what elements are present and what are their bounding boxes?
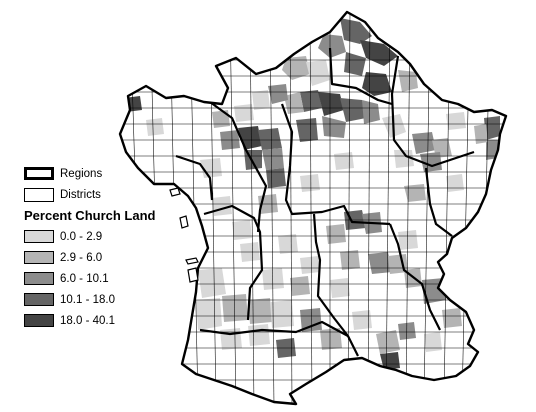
legend-classes: 0.0 - 2.9 2.9 - 6.0 6.0 - 10.1 10.1 - 18… <box>24 226 214 331</box>
ile-de-noirmoutier <box>179 215 189 229</box>
ile-de-re <box>185 257 199 265</box>
region-boundaries <box>175 47 475 357</box>
legend-regions-row: Regions <box>24 163 214 184</box>
legend-class-label: 18.0 - 40.1 <box>60 314 115 327</box>
legend-class-swatch <box>24 293 54 306</box>
legend-class-swatch <box>24 314 54 327</box>
legend-class-swatch <box>24 272 54 285</box>
legend-regions-swatch <box>24 167 54 180</box>
legend-title: Percent Church Land <box>24 208 156 223</box>
district-fills-southwest <box>196 242 350 358</box>
legend-class-row: 2.9 - 6.0 <box>24 247 214 268</box>
legend-districts-swatch <box>24 187 54 202</box>
legend-class-row: 18.0 - 40.1 <box>24 310 214 331</box>
legend-class-label: 6.0 - 10.1 <box>60 272 109 285</box>
legend-class-label: 0.0 - 2.9 <box>60 230 103 243</box>
legend-districts-row: Districts <box>24 184 214 205</box>
legend-districts-label: Districts <box>60 188 101 201</box>
belle-ile <box>169 187 181 197</box>
france-border <box>118 10 508 406</box>
legend-class-swatch <box>24 251 54 264</box>
map-legend: Regions Districts Percent Church Land 0.… <box>24 163 214 331</box>
legend-class-row: 6.0 - 10.1 <box>24 268 214 289</box>
legend-regions-label: Regions <box>60 167 103 180</box>
legend-class-swatch <box>24 230 54 243</box>
ile-d-oleron <box>187 267 199 283</box>
legend-class-label: 10.1 - 18.0 <box>60 293 115 306</box>
district-fills-northeast <box>394 112 500 202</box>
legend-class-row: 10.1 - 18.0 <box>24 289 214 310</box>
legend-class-label: 2.9 - 6.0 <box>60 251 103 264</box>
legend-class-row: 0.0 - 2.9 <box>24 226 214 247</box>
